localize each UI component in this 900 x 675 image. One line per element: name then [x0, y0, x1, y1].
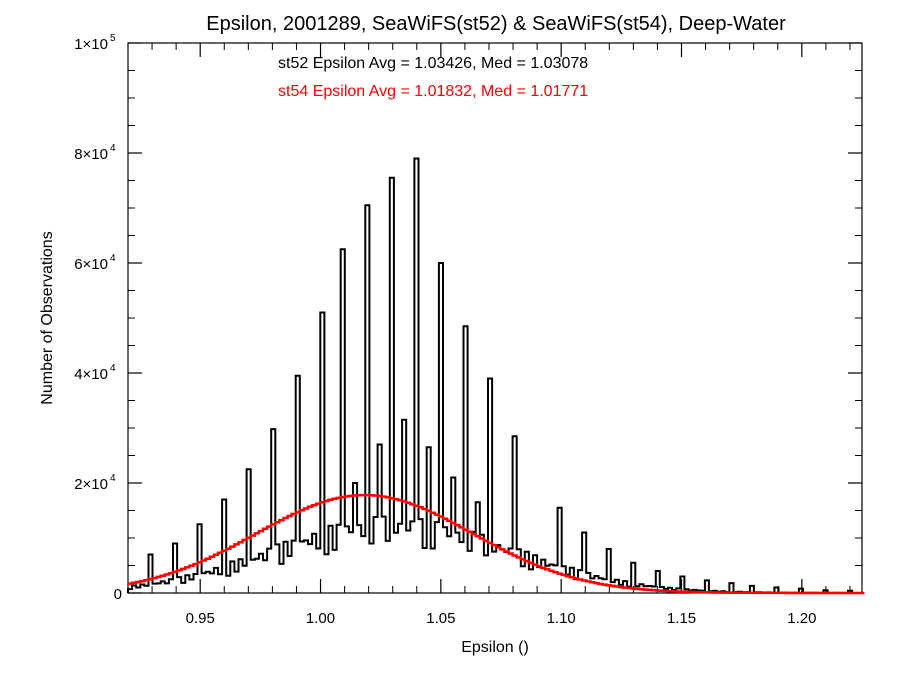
- x-minor-ticks: [151, 43, 851, 593]
- y-axis-label: Number of Observations: [39, 231, 56, 404]
- y-tick-label: 1×10: [74, 36, 108, 53]
- y-axis-ticks: 02×10 44×10 46×10 48×10 41×10 5: [74, 33, 862, 603]
- y-tick-exponent: 4: [110, 363, 116, 374]
- x-tick-label: 1.10: [547, 610, 576, 627]
- y-tick-label: 2×10: [74, 476, 108, 493]
- y-tick-label: 8×10: [74, 146, 108, 163]
- x-tick-label: 1.20: [787, 610, 816, 627]
- x-axis-ticks: 0.95 1.00 1.05 1.10 1.15 1.20: [186, 43, 816, 627]
- annotation-st54: st54 Epsilon Avg = 1.01832, Med = 1.0177…: [278, 83, 588, 100]
- chart-title: Epsilon, 2001289, SeaWiFS(st52) & SeaWiF…: [206, 13, 786, 35]
- plot-frame: [127, 42, 863, 594]
- x-tick-label: 1.15: [667, 610, 696, 627]
- y-tick-exponent: 5: [110, 33, 116, 44]
- y-tick-label: 6×10: [74, 256, 108, 273]
- st52-histogram: [127, 157, 865, 594]
- x-tick-label: 0.95: [186, 610, 215, 627]
- y-tick-exponent: 4: [110, 253, 116, 264]
- y-minor-ticks: [128, 70, 862, 566]
- st54-fit-curve: [128, 493, 865, 595]
- x-tick-label: 1.05: [426, 610, 455, 627]
- x-axis-label: Epsilon (): [461, 639, 529, 656]
- annotation-st52: st52 Epsilon Avg = 1.03426, Med = 1.0307…: [278, 55, 588, 72]
- y-tick-exponent: 4: [110, 473, 116, 484]
- y-tick-exponent: 4: [110, 143, 116, 154]
- y-tick-label: 4×10: [74, 366, 108, 383]
- x-tick-label: 1.00: [306, 610, 335, 627]
- y-tick-label: 0: [114, 586, 122, 603]
